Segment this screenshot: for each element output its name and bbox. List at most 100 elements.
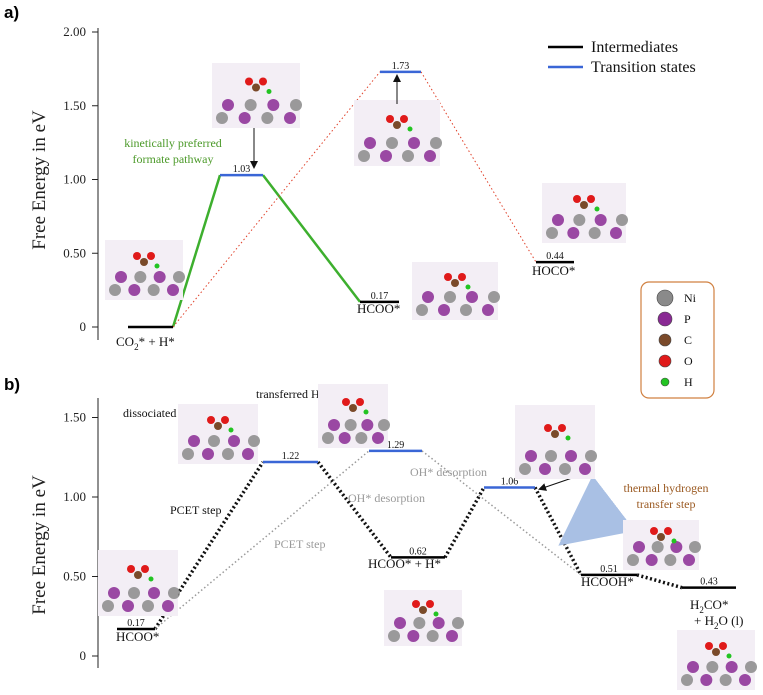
atom [380,150,392,162]
atom [356,398,364,406]
structure-atoms [102,77,757,686]
atom [363,409,369,415]
atom [546,227,558,239]
atom [416,304,428,316]
atom [141,565,149,573]
atom [244,99,257,111]
atom [558,424,566,432]
atom [482,304,494,316]
level-label-hcoo-h: HCOO* + H* [368,556,441,571]
atom-key-label-h: H [684,375,693,389]
value-label-a-1: 1.03 [233,164,251,175]
atom [588,227,601,239]
path-formate-up [171,174,222,328]
value-label-b-5: 0.51 [600,564,618,575]
arrow-thermal-transfer [558,475,636,546]
atom [147,284,160,296]
atom [245,77,253,86]
atom [322,432,334,444]
atom [252,83,260,92]
level-label-hoco: HOCO* [532,263,575,278]
level-label-h2co: H2CO* [690,597,728,615]
value-label-b-6: 0.43 [700,577,718,588]
level-label-hcooh: HCOOH* [581,574,634,589]
atom [687,661,699,673]
atom [725,661,738,673]
path-b-down-hcooh [533,486,583,576]
atom [446,630,458,642]
atom [726,653,732,659]
atom [745,661,757,673]
atom-key-label-c: C [684,333,692,347]
atom [338,432,351,444]
atom [451,279,459,287]
atom [154,263,160,269]
atom [361,419,374,431]
panel-b-ytick-label: 1.50 [63,410,86,425]
atom [238,112,251,124]
atom [444,291,456,303]
value-label-a-3: 1.73 [392,61,410,72]
atom [142,600,154,612]
atom [147,252,155,260]
atom [466,291,478,303]
atom [610,227,622,239]
atom [388,630,400,642]
atom [140,258,148,266]
atom-key-swatch-p [657,311,673,327]
atom [127,565,135,573]
atom [148,587,160,599]
atom [424,150,436,162]
atom [539,463,551,475]
atom [579,463,591,475]
panel-a-ytick-label: 1.50 [63,98,86,113]
atom [344,419,357,431]
panel-a-ytick-label: 1.00 [63,172,86,187]
value-label-b-1: 1.22 [282,451,300,462]
atom [616,214,628,226]
atom [432,617,445,629]
atom [519,463,531,475]
annotation-thermal-hydrogen: thermal hydrogen [624,481,709,495]
panel-b-levels: 0.17 1.22 1.29 0.62 1.06 0.51 0.43 [117,440,736,631]
atom [386,137,398,149]
atom [290,99,302,111]
atom [214,422,222,430]
atom [458,273,466,281]
atom [266,89,272,94]
atom [573,214,586,226]
value-label-b-3: 0.62 [409,546,427,557]
atom [585,450,597,462]
atom [349,404,357,412]
atom [552,214,564,226]
atom [372,432,384,444]
atom [128,587,140,599]
level-label-hcoo-a: HCOO* [357,301,400,316]
annotation-pcet-step-black: PCET step [170,503,221,517]
atom [573,195,581,203]
atom [394,617,406,629]
atom [412,600,420,608]
legend: Intermediates Transition states [548,39,696,76]
atom [452,617,464,629]
atom [342,398,350,406]
atom [413,617,426,629]
annotation-transfer-step: transfer step [637,497,696,511]
panel-a-levels: 1.03 0.17 1.73 0.44 [128,61,574,329]
atom [651,541,664,553]
value-label-a-4: 0.44 [546,251,564,262]
atom [134,271,147,283]
atom [594,206,600,212]
value-label-a-2: 0.17 [371,291,389,302]
path-b-up-ts2 [443,486,486,559]
atom [438,304,450,316]
panel-b-ytick-label: 0 [80,648,87,663]
atom [594,214,607,226]
atom [689,541,701,553]
atom [102,600,114,612]
atom [465,284,471,290]
level-label-h2o: + H2O (l) [694,613,743,631]
atom-key-label-ni: Ni [684,291,697,305]
level-label-hcoo-b: HCOO* [116,629,159,644]
panel-a-ytick-label: 0.50 [63,245,86,260]
